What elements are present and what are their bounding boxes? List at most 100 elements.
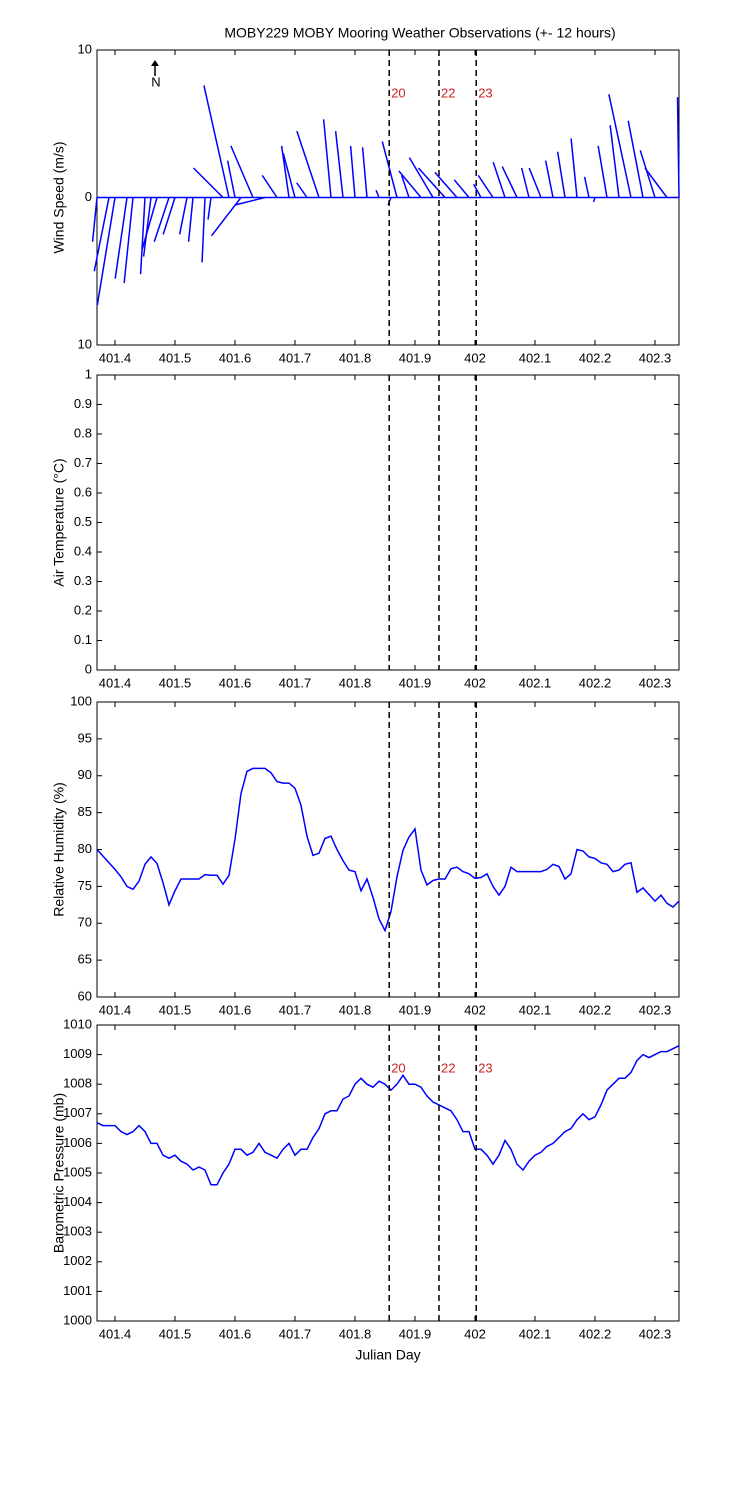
x-tick-label: 401.8 [339,1326,372,1341]
wind-stick [544,160,554,198]
x-tick-label: 401.9 [399,1002,432,1017]
y-tick-label: 1002 [63,1253,92,1268]
wind-stick [570,138,578,198]
wind-stick [142,197,152,257]
x-tick-label: 402.2 [579,1326,612,1341]
wind-stick [230,145,254,198]
y-tick-label: 80 [78,841,92,856]
wind-stick [201,197,206,263]
x-tick-label: 402.2 [579,675,612,690]
x-tick-label: 401.6 [219,350,252,365]
y-tick-label: 0.6 [74,484,92,499]
wind-stick [627,120,644,198]
y-tick-label: 0.2 [74,602,92,617]
y-tick-label: 0.4 [74,543,92,558]
wind-stick [375,189,380,198]
wind-stick [556,151,566,198]
x-tick-label: 402.2 [579,350,612,365]
x-tick-label: 401.5 [159,1002,192,1017]
wind-stick [141,197,158,250]
wind-stick [207,197,212,220]
event-label: 23 [478,85,492,100]
wind-stick [349,145,356,198]
wind-stick [592,197,596,203]
y-tick-label: 1008 [63,1076,92,1091]
wind-stick [210,197,242,237]
wind-stick [91,197,98,242]
wind-stick [334,131,344,198]
wind-stick [477,174,494,198]
wind-stick [192,167,224,199]
event-label: 20 [391,1060,405,1075]
wind-stick [114,197,128,279]
wind-stick [381,141,398,198]
wind-stick [123,197,134,284]
wind-stick [322,119,332,198]
y-tick-label: 95 [78,730,92,745]
y-tick-label: 1005 [63,1164,92,1179]
data-line [96,1045,680,1186]
y-axis-label: Air Temperature (°C) [51,458,67,586]
x-tick-label: 401.4 [99,675,132,690]
x-tick-label: 402.3 [639,1326,672,1341]
wind-stick [608,94,632,198]
y-tick-label: 0 [85,189,92,204]
wind-stick [408,157,434,198]
x-tick-label: 401.4 [99,1002,132,1017]
wind-stick [261,174,278,198]
wind-stick [520,167,530,198]
x-tick-label: 401.5 [159,1326,192,1341]
y-tick-label: 1010 [63,1016,92,1031]
north-arrow-head [151,60,159,66]
y-tick-label: 0.8 [74,425,92,440]
wind-stick [361,147,368,198]
x-tick-label: 401.5 [159,675,192,690]
x-tick-label: 401.7 [279,350,312,365]
x-tick-label: 402.1 [519,1002,552,1017]
x-tick-label: 402.2 [579,1002,612,1017]
x-tick-label: 402 [464,1002,486,1017]
wind-stick [583,176,590,198]
y-tick-label: 1009 [63,1046,92,1061]
y-tick-label: 0.7 [74,455,92,470]
wind-stick [226,160,236,198]
x-tick-label: 402.1 [519,675,552,690]
y-tick-label: 1006 [63,1135,92,1150]
y-tick-label: 1000 [63,1312,92,1327]
wind-stick [296,130,320,198]
wind-stick [139,197,146,275]
y-tick-label: 1004 [63,1194,92,1209]
y-tick-label: 10 [78,41,92,56]
y-tick-label: 1 [85,366,92,381]
wind-stick [96,197,116,306]
x-tick-label: 401.6 [219,1326,252,1341]
y-tick-label: 0.3 [74,573,92,588]
x-tick-label: 401.4 [99,350,132,365]
wind-stick [178,197,188,235]
north-label: N [151,74,160,89]
x-tick-label: 401.6 [219,675,252,690]
x-tick-label: 401.5 [159,350,192,365]
wind-stick [398,170,422,198]
event-label: 22 [441,85,455,100]
y-tick-label: 1007 [63,1105,92,1120]
event-label: 22 [441,1060,455,1075]
x-tick-label: 402.3 [639,1002,672,1017]
y-tick-label: 0.9 [74,396,92,411]
x-tick-label: 402 [464,675,486,690]
x-tick-label: 401.7 [279,675,312,690]
wind-stick [282,153,296,198]
wind-stick [93,197,110,272]
y-tick-label: 10 [78,336,92,351]
wind-stick [472,183,482,198]
wind-stick [153,197,170,242]
chart-title: MOBY229 MOBY Mooring Weather Observation… [224,25,615,41]
y-axis-label: Barometric Pressure (mb) [51,1093,67,1253]
data-line [96,767,680,933]
y-tick-label: 0.1 [74,632,92,647]
wind-stick [453,179,470,198]
wind-stick [597,145,608,198]
x-tick-label: 401.9 [399,350,432,365]
